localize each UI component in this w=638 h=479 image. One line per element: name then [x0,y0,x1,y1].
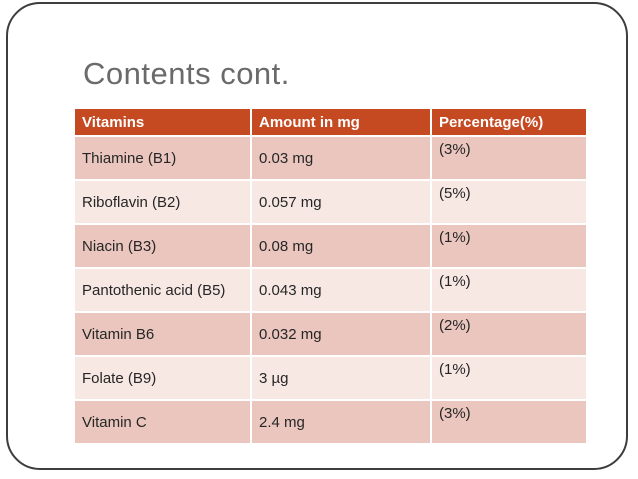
table-row: Vitamin C 2.4 mg (3%) [73,399,588,445]
table-row: Vitamin B6 0.032 mg (2%) [73,311,588,357]
table-row: Niacin (B3) 0.08 mg (1%) [73,223,588,269]
amount-cell: 0.057 mg [250,179,432,225]
percentage-cell: (1%) [430,223,588,269]
vitamin-table: Vitamins Amount in mg Percentage(%) Thia… [73,107,588,445]
amount-cell: 0.032 mg [250,311,432,357]
column-header-amount: Amount in mg [250,107,432,137]
amount-cell: 0.03 mg [250,135,432,181]
table-row: Pantothenic acid (B5) 0.043 mg (1%) [73,267,588,313]
vitamin-name-cell: Vitamin C [73,399,252,445]
amount-cell: 2.4 mg [250,399,432,445]
slide-title: Contents cont. [83,56,290,91]
table-header-row: Vitamins Amount in mg Percentage(%) [73,107,588,137]
slide-card: Contents cont. Vitamins Amount in mg Per… [6,2,628,470]
percentage-cell: (3%) [430,399,588,445]
table-row: Riboflavin (B2) 0.057 mg (5%) [73,179,588,225]
percentage-cell: (3%) [430,135,588,181]
vitamin-name-cell: Thiamine (B1) [73,135,252,181]
column-header-percentage: Percentage(%) [430,107,588,137]
vitamin-name-cell: Vitamin B6 [73,311,252,357]
table-row: Thiamine (B1) 0.03 mg (3%) [73,135,588,181]
percentage-cell: (5%) [430,179,588,225]
percentage-cell: (1%) [430,267,588,313]
percentage-cell: (1%) [430,355,588,401]
column-header-vitamins: Vitamins [73,107,252,137]
vitamin-name-cell: Riboflavin (B2) [73,179,252,225]
percentage-cell: (2%) [430,311,588,357]
amount-cell: 3 µg [250,355,432,401]
table-row: Folate (B9) 3 µg (1%) [73,355,588,401]
amount-cell: 0.08 mg [250,223,432,269]
vitamin-name-cell: Folate (B9) [73,355,252,401]
vitamin-name-cell: Pantothenic acid (B5) [73,267,252,313]
amount-cell: 0.043 mg [250,267,432,313]
vitamin-name-cell: Niacin (B3) [73,223,252,269]
